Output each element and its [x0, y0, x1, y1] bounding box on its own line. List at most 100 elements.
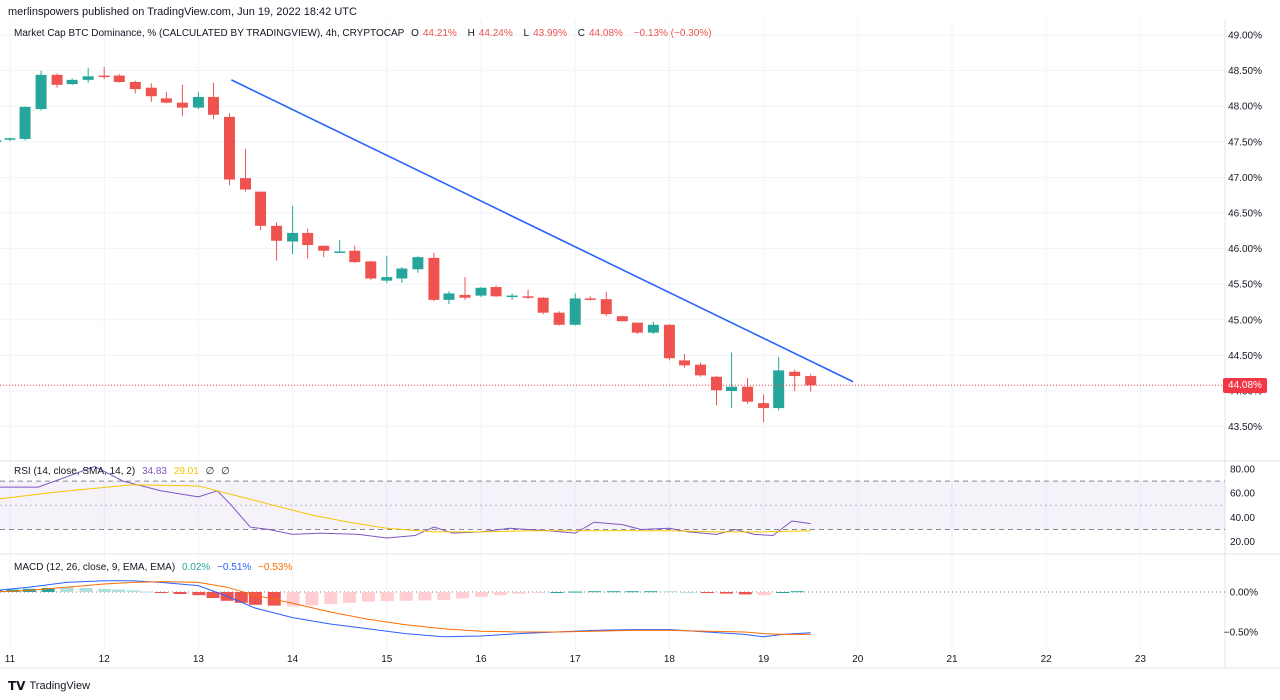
resistance-trendline: [231, 79, 854, 383]
symbol-name[interactable]: Market Cap BTC Dominance, % (CALCULATED …: [14, 28, 405, 39]
macd-histogram-bar: [625, 591, 639, 593]
axes: 11 12 13 14 15 16 17 18 19 20 21 22 23 49.00% 48.50% 48…: [5, 31, 1262, 666]
footer-brand[interactable]: 𝗧𝗩 TradingView: [8, 679, 90, 693]
macd-histogram-bar: [140, 591, 154, 593]
candle-body: [412, 257, 424, 270]
candle-body: [678, 360, 690, 366]
high-value: 44.24%: [478, 28, 513, 39]
candle-body: [318, 245, 330, 251]
macd-histogram-bar: [399, 592, 413, 601]
macd-histogram-bar: [682, 592, 696, 593]
candle-body: [631, 322, 643, 333]
y-tick-label: 47.00%: [1228, 173, 1262, 184]
candle-body: [4, 138, 16, 140]
y-tick-label: 45.00%: [1228, 315, 1262, 326]
rsi-pane[interactable]: [0, 466, 1225, 539]
y-tick-label: 46.00%: [1228, 244, 1262, 255]
macd-histogram-bar: [361, 592, 375, 602]
macd-histogram-bar: [456, 592, 470, 599]
candle-body: [349, 250, 361, 263]
published-by-text: merlinspowers published on TradingView.c…: [8, 6, 357, 18]
rsi-sma-value: 29.01: [173, 466, 199, 477]
candle-body: [569, 298, 581, 325]
candle-body: [443, 293, 455, 300]
candle-body: [600, 299, 612, 315]
change-value: −0.13% (−0.30%): [633, 28, 712, 39]
rsi-legend: RSI (14, close, SMA, 14, 2) 34.83 29.01 …: [14, 466, 234, 477]
close-value: 44.08%: [589, 28, 623, 39]
x-tick-label: 13: [193, 654, 205, 665]
rsi-tick-label: 60.00: [1230, 489, 1255, 500]
macd-histogram-bar: [550, 592, 564, 593]
macd-histogram-bar: [126, 590, 140, 592]
macd-value: −0.51%: [217, 562, 252, 573]
macd-histogram-bar: [60, 587, 74, 592]
candle-body: [255, 191, 267, 226]
rsi-line: [0, 466, 811, 539]
macd-histogram-bar: [475, 592, 488, 597]
candle-body: [459, 294, 471, 298]
candle-body: [711, 376, 722, 391]
macd-histogram-bar: [719, 592, 733, 594]
y-tick-label: 49.00%: [1228, 31, 1262, 42]
candle-body: [647, 324, 659, 333]
low-label: L: [523, 28, 530, 39]
macd-histogram-bar: [98, 588, 112, 592]
candle-body: [19, 106, 31, 139]
x-tick-label: 12: [99, 654, 111, 665]
candle-body: [428, 257, 440, 300]
candle-body: [694, 364, 706, 376]
macd-histogram-bar: [234, 592, 248, 603]
candle-body: [98, 75, 110, 78]
open-value: 44.21%: [422, 28, 457, 39]
macd-hist-value: 0.02%: [181, 562, 211, 573]
candle-body: [160, 98, 172, 103]
candlestick-series[interactable]: [0, 67, 817, 423]
candle-body: [663, 324, 675, 359]
candle-body: [537, 297, 549, 313]
macd-histogram-bar: [112, 589, 126, 592]
x-tick-label: 21: [946, 654, 958, 665]
price-overlays: [0, 79, 1225, 386]
x-tick-label: 23: [1135, 654, 1147, 665]
candle-body: [0, 140, 2, 142]
main-legend: Market Cap BTC Dominance, % (CALCULATED …: [14, 28, 716, 39]
macd-histogram-bar: [644, 591, 658, 593]
candle-body: [381, 277, 393, 281]
candle-body: [758, 403, 770, 409]
macd-histogram-bar: [512, 592, 526, 594]
candle-body: [66, 79, 78, 85]
macd-histogram-bar: [343, 592, 357, 603]
candle-body: [145, 87, 157, 97]
rsi-empty-2: ∅: [221, 466, 230, 477]
signal-line: [0, 581, 811, 635]
macd-pane[interactable]: [0, 580, 1225, 638]
y-tick-label: 45.50%: [1228, 280, 1262, 291]
rsi-ma-line: [0, 484, 811, 533]
macd-histogram-bar: [531, 592, 545, 593]
macd-histogram-bar: [701, 592, 715, 593]
x-tick-label: 15: [381, 654, 393, 665]
macd-histogram-bar: [757, 592, 771, 596]
macd-label[interactable]: MACD (12, 26, close, 9, EMA, EMA): [14, 562, 176, 573]
candle-body: [789, 371, 801, 377]
macd-histogram-bar: [606, 591, 620, 593]
x-tick-label: 16: [475, 654, 487, 665]
macd-histogram-bar: [380, 592, 394, 602]
macd-histogram-bar: [154, 592, 168, 593]
pane-separators: [0, 20, 1280, 669]
candle-body: [223, 116, 235, 180]
macd-histogram-bar: [324, 592, 338, 604]
close-label: C: [577, 28, 585, 39]
brand-name: TradingView: [29, 680, 91, 692]
candle-body: [584, 298, 596, 300]
rsi-label[interactable]: RSI (14, close, SMA, 14, 2): [14, 466, 136, 477]
macd-line: [0, 580, 811, 638]
candle-body: [490, 287, 502, 297]
rsi-empty-1: ∅: [205, 466, 215, 477]
macd-histogram-bar: [588, 591, 602, 593]
candle-body: [616, 316, 628, 322]
macd-histogram-bar: [305, 592, 319, 606]
macd-histogram-bar: [192, 592, 206, 596]
